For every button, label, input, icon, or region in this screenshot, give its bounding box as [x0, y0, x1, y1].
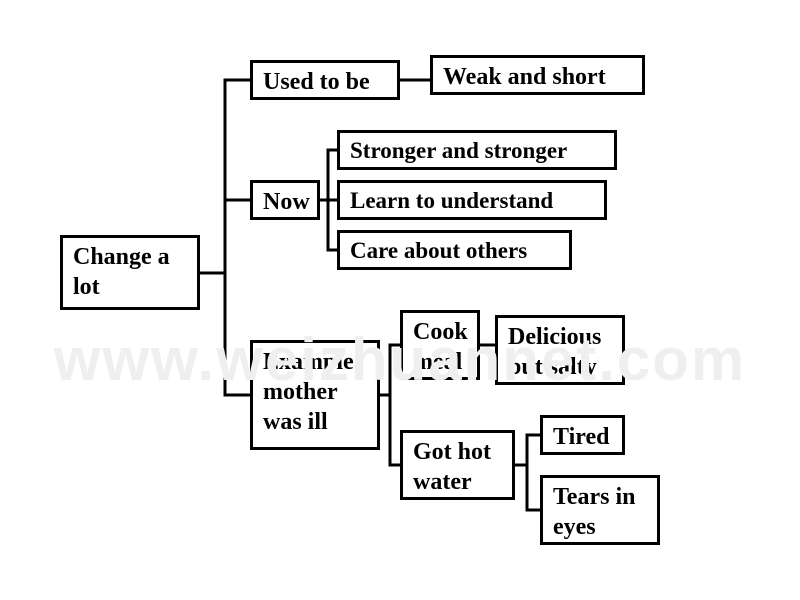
node-care: Care about others: [337, 230, 572, 270]
node-tired-label: Tired: [553, 422, 609, 452]
node-hot-label: Got hot water: [413, 437, 502, 497]
node-root-label: Change a lot: [73, 242, 187, 302]
node-tears: Tears in eyes: [540, 475, 660, 545]
node-used: Used to be: [250, 60, 400, 100]
node-example-label: Example: mother was ill: [263, 347, 367, 437]
node-care-label: Care about others: [350, 237, 527, 266]
node-weak: Weak and short: [430, 55, 645, 95]
node-cook: Cook meal: [400, 310, 480, 380]
node-hot: Got hot water: [400, 430, 515, 500]
node-learn: Learn to understand: [337, 180, 607, 220]
node-now: Now: [250, 180, 320, 220]
node-delicious-label: Delicious but salty: [508, 322, 612, 382]
node-delicious: Delicious but salty: [495, 315, 625, 385]
node-now-label: Now: [263, 187, 310, 217]
node-example: Example: mother was ill: [250, 340, 380, 450]
node-root: Change a lot: [60, 235, 200, 310]
node-tears-label: Tears in eyes: [553, 482, 647, 542]
node-learn-label: Learn to understand: [350, 187, 553, 216]
diagram-stage: { "type": "tree", "background_color": "#…: [0, 0, 800, 600]
node-tired: Tired: [540, 415, 625, 455]
node-stronger: Stronger and stronger: [337, 130, 617, 170]
node-cook-label: Cook meal: [413, 317, 468, 377]
node-weak-label: Weak and short: [443, 62, 606, 92]
node-used-label: Used to be: [263, 67, 370, 97]
node-stronger-label: Stronger and stronger: [350, 137, 567, 166]
